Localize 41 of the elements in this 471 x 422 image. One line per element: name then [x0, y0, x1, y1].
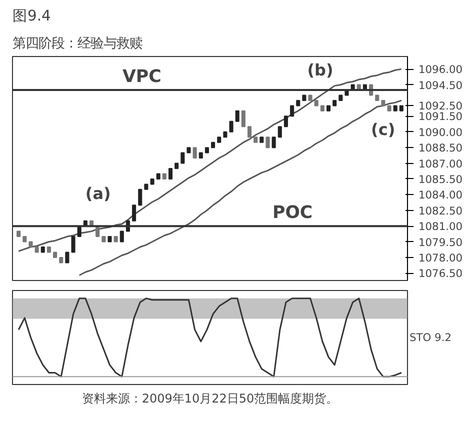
chart-title: 图9.4 — [12, 8, 51, 24]
y-tick-label: 1090.00 — [418, 126, 463, 139]
y-tick-label: 1091.50 — [418, 110, 463, 124]
candlestick — [272, 136, 276, 148]
candlestick — [180, 152, 185, 164]
candlestick — [138, 188, 142, 206]
annotation: (c) — [371, 120, 396, 140]
y-tick-label: 1081.00 — [418, 220, 463, 234]
candlestick — [284, 116, 288, 128]
y-tick-label: 1085.50 — [418, 172, 463, 186]
text: 资料来源：2009年10月22日50范围幅度期货。 — [82, 392, 338, 406]
y-tick-label: 1084.00 — [418, 188, 463, 202]
y-tick-label: 1076.50 — [418, 267, 463, 280]
candlestick — [132, 204, 136, 222]
candlestick — [71, 236, 76, 253]
y-tick-label: 1087.00 — [418, 157, 463, 170]
ref-line-label: POC — [272, 203, 313, 224]
candlestick — [65, 252, 70, 264]
y-tick-label: 1096.00 — [418, 63, 463, 76]
text: STO 9.2 — [410, 331, 452, 344]
ref-line-label: VPC — [122, 66, 162, 87]
y-tick-label: 1088.50 — [418, 142, 463, 155]
chart-subtitle: 第四阶段：经验与救赎 — [12, 36, 142, 52]
candlestick — [266, 136, 270, 148]
candlestick — [290, 105, 294, 117]
annotation: (b) — [307, 60, 334, 80]
candlestick — [278, 126, 282, 138]
y-tick-label: 1094.50 — [418, 78, 463, 92]
line-series — [78, 100, 402, 276]
annotation: (a) — [85, 184, 111, 204]
y-tick-label: 1082.50 — [418, 204, 463, 218]
candlestick — [229, 120, 234, 132]
candlestick — [247, 126, 252, 138]
y-tick-label: 1092.50 — [418, 100, 463, 113]
candlestick — [192, 147, 197, 159]
y-tick-label: 1079.50 — [418, 236, 463, 249]
candlestick — [241, 110, 246, 128]
candlestick — [168, 168, 173, 180]
candlestick — [120, 230, 124, 242]
y-tick-label: 1078.00 — [418, 251, 463, 264]
candlestick — [235, 110, 240, 122]
